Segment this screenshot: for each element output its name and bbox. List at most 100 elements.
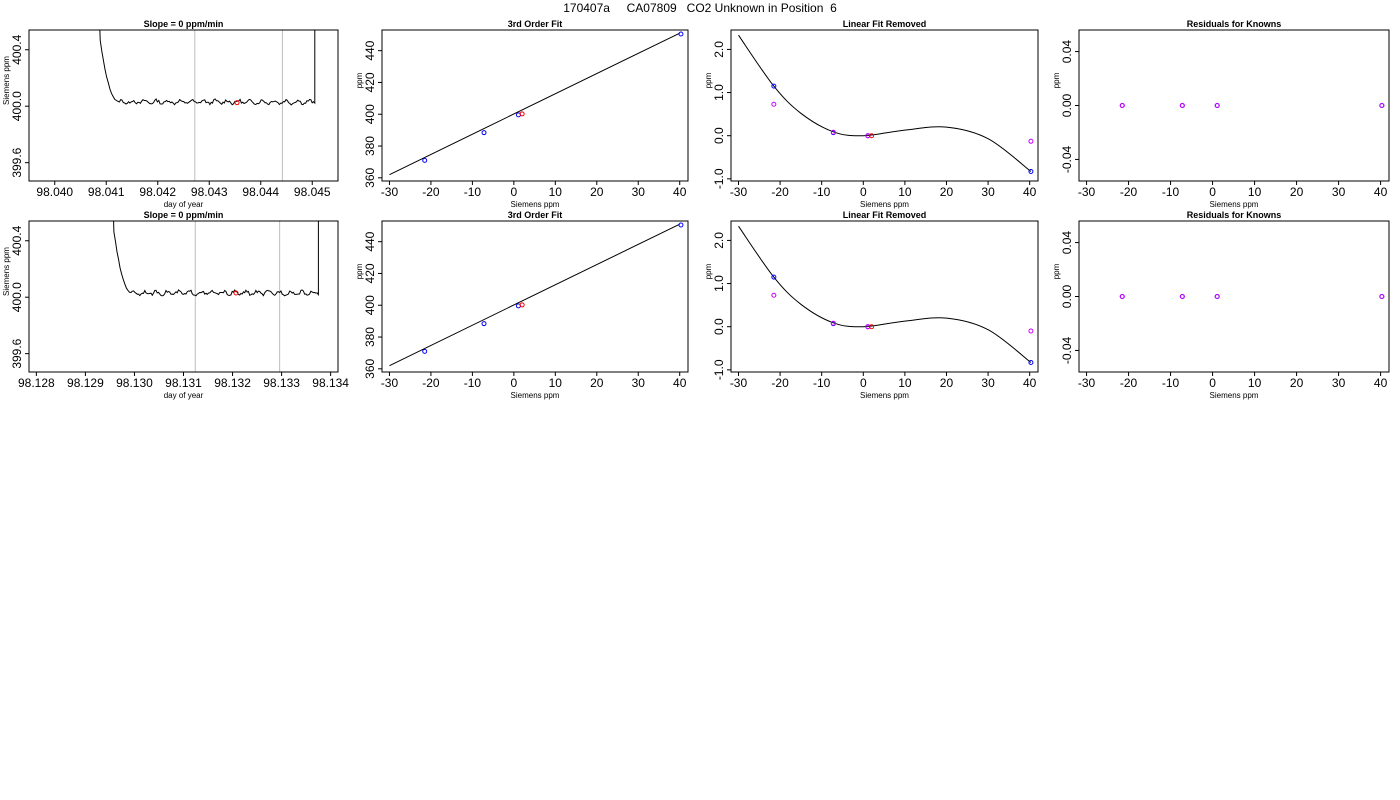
sample-marker [234,100,240,106]
x-tick-label: -10 [813,185,831,199]
data-point-7 [1028,138,1034,144]
x-tick-label: 0 [511,376,518,390]
y-tick-label: 400 [363,295,377,315]
y-tick-label: 0.00 [1060,284,1074,308]
fit-curve [738,34,1032,172]
x-tick-label: -10 [813,376,831,390]
y-tick-label: 400.0 [10,91,24,121]
r1-known-plot-area [1119,103,1385,108]
x-tick-label: 10 [898,185,912,199]
y-tick-label: -1.0 [712,168,726,189]
y-tick-label: 400 [363,104,377,124]
data-point-0 [771,274,777,280]
x-tick-label: 30 [632,376,646,390]
x-tick-label: 40 [1374,185,1388,199]
x-tick-label: 98.130 [116,376,153,390]
x-tick-label: 20 [1290,185,1304,199]
x-tick-label: 98.128 [18,376,55,390]
x-tick-label: 40 [1023,185,1037,199]
x-tick-label: 10 [1248,185,1262,199]
data-point-3 [678,31,684,37]
x-tick-label: 30 [981,185,995,199]
data-point-5 [830,320,836,326]
x-axis-label: Siemens ppm [511,391,560,400]
panel-title: Linear Fit Removed [843,210,927,220]
data-point-6 [1214,294,1220,299]
data-point-5 [1179,103,1185,108]
panel-title: 3rd Order Fit [508,210,563,220]
x-tick-label: -30 [1078,185,1096,199]
x-tick-label: 20 [590,376,604,390]
y-tick-label: -0.04 [1060,336,1074,364]
y-axis-label: ppm [355,263,364,279]
data-point-3 [678,222,684,228]
y-tick-label: 380 [363,136,377,156]
x-tick-label: 40 [673,185,687,199]
x-axis-label: day of year [164,200,204,209]
x-tick-label: 10 [898,376,912,390]
y-tick-label: 360 [363,167,377,187]
panel-title: Linear Fit Removed [843,19,927,29]
y-tick-label: 380 [363,327,377,347]
y-tick-label: 0.04 [1060,231,1074,255]
x-tick-label: -20 [422,376,440,390]
x-tick-label: -30 [381,376,399,390]
r1-trace-plot-area [99,30,316,181]
data-point-4 [1119,103,1125,108]
r1-resid-panel: -30 -20 -10 0 10 20 30 40 -1.0 0.0 1.0 2.0 Linear Fi… [704,19,1039,209]
data-point-1 [481,321,487,327]
data-point-8 [869,133,875,139]
y-tick-label: 420 [363,263,377,283]
x-tick-label: 10 [549,376,563,390]
x-tick-label: -10 [464,376,482,390]
x-tick-label: 30 [1332,185,1346,199]
data-point-4 [519,302,525,308]
y-tick-label: 1.0 [712,84,726,101]
r2-resid-panel: -30 -20 -10 0 10 20 30 40 -1.0 0.0 1.0 2.0 Linear Fi… [704,210,1039,400]
data-point-0 [422,348,428,354]
y-axis-label: ppm [704,72,713,88]
x-tick-label: 30 [632,185,646,199]
plot-frame [1078,29,1390,182]
r2-known-panel: -30 -20 -10 0 10 20 30 40 -0.04 0.00 0.04 Residuals… [1052,210,1390,400]
data-point-4 [771,292,777,298]
y-axis-label: Siemens ppm [2,56,11,105]
data-point-1 [481,130,487,136]
r2-trace-panel: 98.128 98.129 98.130 98.131 98.132 98.133 98.1… [2,210,349,400]
x-tick-label: 98.042 [139,185,176,199]
x-tick-label: 98.045 [294,185,331,199]
plot-frame [28,220,339,373]
x-tick-label: -30 [1078,376,1096,390]
plot-frame [28,29,339,182]
x-tick-label: 20 [940,376,954,390]
x-tick-label: 98.131 [165,376,202,390]
x-axis-label: Siemens ppm [1210,391,1259,400]
panel-title: 3rd Order Fit [508,19,563,29]
page-title: 170407a CA07809 CO2 Unknown in Position … [563,1,837,15]
fit-line [389,32,680,176]
data-point-7 [1379,103,1385,108]
y-tick-label: 1.0 [712,275,726,292]
y-tick-label: 400.0 [10,282,24,312]
r2-fit-plot-area [389,222,684,367]
panel-title: Slope = 0 ppm/min [144,19,224,29]
y-tick-label: 2.0 [712,41,726,58]
y-tick-label: 440 [363,231,377,251]
x-tick-label: 98.133 [263,376,300,390]
y-axis-label: Siemens ppm [2,247,11,296]
r2-resid-plot-area [738,225,1034,366]
y-tick-label: 2.0 [712,232,726,249]
x-tick-label: -10 [1162,185,1180,199]
y-tick-label: 400.4 [10,34,24,64]
y-tick-label: 0.0 [712,318,726,335]
data-trace [99,30,316,106]
r1-fit-panel: -30 -20 -10 0 10 20 30 40 360 380 400 420 440 3rd Ord… [355,19,689,209]
r1-known-panel: -30 -20 -10 0 10 20 30 40 -0.04 0.00 0.04 Residuals… [1052,19,1390,209]
x-tick-label: 0 [1209,185,1216,199]
plot-frame [1078,220,1390,373]
fit-curve [738,225,1032,363]
x-tick-label: 20 [590,185,604,199]
data-point-8 [869,324,875,330]
panel-title: Residuals for Knowns [1187,19,1282,29]
